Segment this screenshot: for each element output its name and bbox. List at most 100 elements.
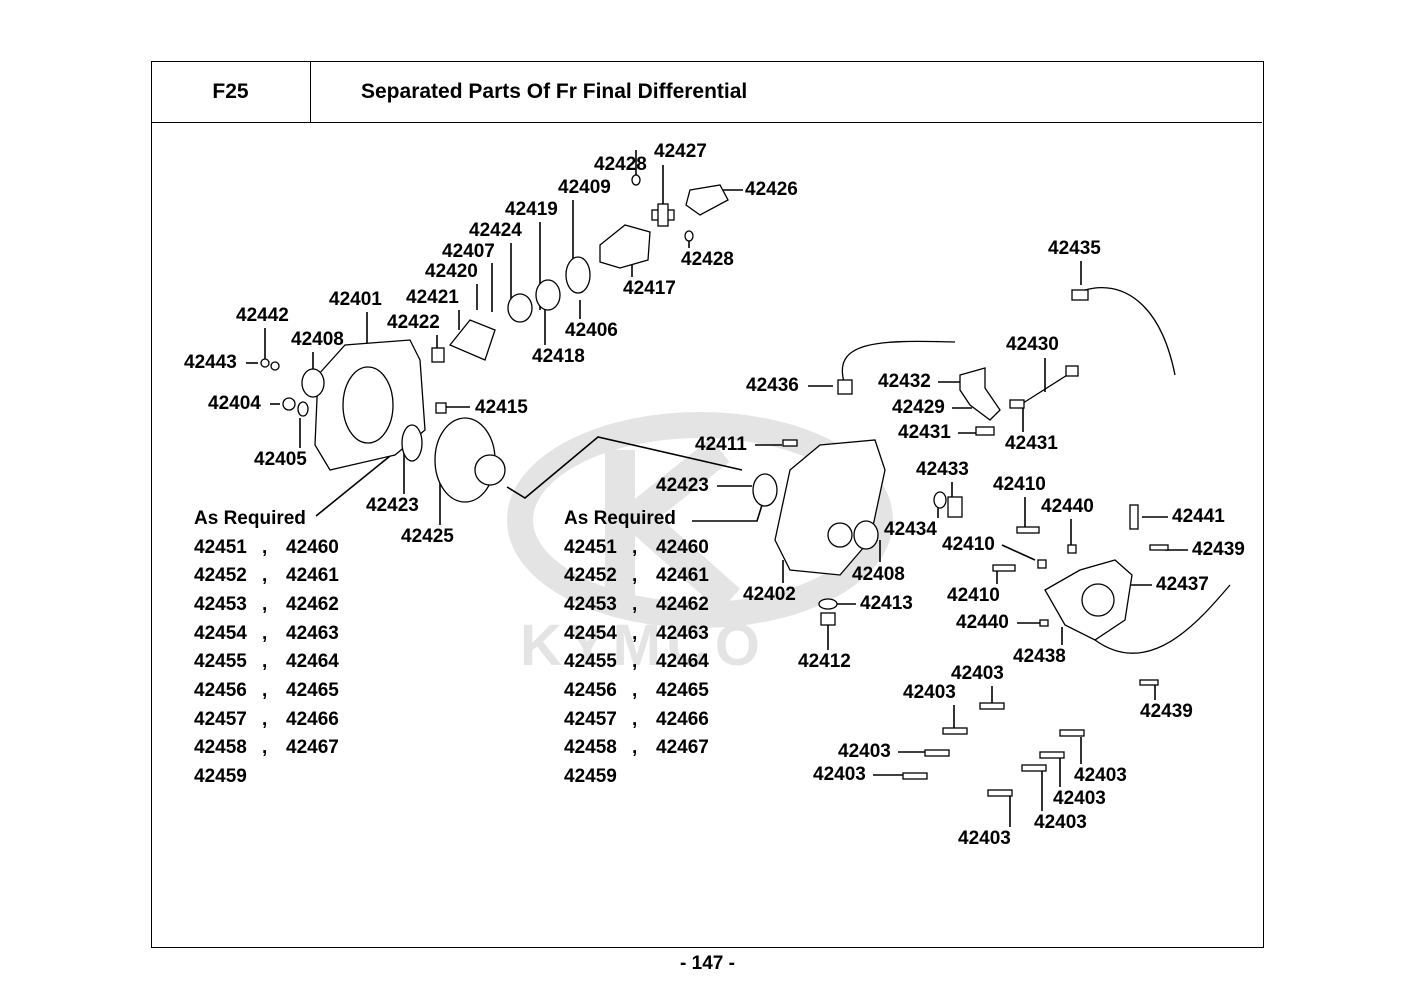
plug-part bbox=[818, 598, 838, 626]
part-callout: 42438 bbox=[1013, 646, 1066, 667]
separator: , bbox=[262, 594, 268, 615]
part-callout: 42431 bbox=[898, 422, 951, 443]
part-callout: 42417 bbox=[623, 278, 676, 299]
dowel-pin-part bbox=[435, 402, 447, 414]
part-number: 42460 bbox=[656, 537, 709, 558]
separator: , bbox=[632, 594, 638, 615]
part-callout: 42404 bbox=[208, 393, 261, 414]
part-callout: 42422 bbox=[387, 312, 440, 333]
part-number: 42467 bbox=[286, 737, 339, 758]
part-callout: 42429 bbox=[892, 397, 945, 418]
parts-drawings bbox=[260, 174, 1231, 797]
separator: , bbox=[262, 709, 268, 730]
part-number: 42454 bbox=[194, 623, 247, 644]
part-callout: 42403 bbox=[838, 741, 891, 762]
universal-joint-part bbox=[651, 203, 675, 227]
part-callout: 42419 bbox=[505, 199, 558, 220]
part-callout: 42439 bbox=[1140, 701, 1193, 722]
part-number: 42451 bbox=[194, 537, 247, 558]
bolts-part bbox=[631, 174, 1169, 797]
separator: , bbox=[632, 680, 638, 701]
part-callout: 42405 bbox=[254, 449, 307, 470]
part-callout: 42427 bbox=[654, 141, 707, 162]
part-callout: 42403 bbox=[903, 682, 956, 703]
separator: , bbox=[632, 565, 638, 586]
differential-part bbox=[401, 417, 506, 503]
separator: , bbox=[632, 651, 638, 672]
part-number: 42455 bbox=[564, 651, 617, 672]
part-callout: 42403 bbox=[1053, 788, 1106, 809]
part-callout: 42432 bbox=[878, 371, 931, 392]
part-callout: 42421 bbox=[406, 287, 459, 308]
separator: , bbox=[262, 737, 268, 758]
part-number: 42455 bbox=[194, 651, 247, 672]
part-number: 42462 bbox=[656, 594, 709, 615]
part-callout: 42406 bbox=[565, 320, 618, 341]
part-number: 42459 bbox=[194, 766, 247, 787]
part-callout: 42436 bbox=[746, 375, 799, 396]
part-number: 42461 bbox=[286, 565, 339, 586]
part-callout: 42440 bbox=[1041, 496, 1094, 517]
separator: , bbox=[262, 623, 268, 644]
as-required-label-right: As Required bbox=[564, 508, 676, 529]
part-callout: 42428 bbox=[594, 154, 647, 175]
part-callout: 42420 bbox=[425, 261, 478, 282]
part-number: 42453 bbox=[194, 594, 247, 615]
part-number: 42466 bbox=[286, 709, 339, 730]
part-number: 42458 bbox=[564, 737, 617, 758]
part-number: 42452 bbox=[564, 565, 617, 586]
separator: , bbox=[262, 651, 268, 672]
part-number: 42461 bbox=[656, 565, 709, 586]
separator: , bbox=[262, 537, 268, 558]
header-divider bbox=[310, 61, 311, 122]
part-callout: 42425 bbox=[401, 526, 454, 547]
part-callout: 42440 bbox=[956, 612, 1009, 633]
part-callout: 42407 bbox=[442, 241, 495, 262]
part-callout: 42439 bbox=[1192, 539, 1245, 560]
part-callout: 42408 bbox=[852, 564, 905, 585]
drive-pinion-part bbox=[431, 319, 496, 363]
part-callout: 42408 bbox=[291, 329, 344, 350]
drain-plug-part bbox=[282, 397, 309, 417]
as-required-label-left: As Required bbox=[194, 508, 306, 529]
part-number: 42460 bbox=[286, 537, 339, 558]
yoke-part bbox=[685, 184, 729, 216]
part-callout: 42443 bbox=[184, 352, 237, 373]
breather-part bbox=[933, 491, 963, 518]
part-callout: 42410 bbox=[947, 585, 1000, 606]
part-callout: 42402 bbox=[743, 584, 796, 605]
part-number: 42456 bbox=[564, 680, 617, 701]
page-title: Separated Parts Of Fr Final Differential bbox=[361, 80, 748, 103]
part-number: 42463 bbox=[656, 623, 709, 644]
part-number: 42456 bbox=[194, 680, 247, 701]
part-number: 42458 bbox=[194, 737, 247, 758]
part-number: 42467 bbox=[656, 737, 709, 758]
part-callout: 42411 bbox=[695, 434, 747, 455]
bearing-right-part bbox=[752, 473, 778, 507]
gear-case-part bbox=[314, 339, 426, 471]
part-number: 42466 bbox=[656, 709, 709, 730]
part-callout: 42403 bbox=[1034, 812, 1087, 833]
kymco-watermark-logo: KYMCO bbox=[507, 412, 893, 678]
part-callout: 42410 bbox=[993, 474, 1046, 495]
part-callout: 42424 bbox=[469, 220, 522, 241]
part-callout: 42433 bbox=[916, 459, 969, 480]
shift-rod-part bbox=[1019, 365, 1079, 406]
part-callout: 42413 bbox=[860, 593, 913, 614]
part-callout: 42423 bbox=[656, 475, 709, 496]
separator: , bbox=[262, 565, 268, 586]
part-number: 42463 bbox=[286, 623, 339, 644]
oil-seal-part bbox=[565, 256, 591, 294]
part-callout: 42430 bbox=[1006, 334, 1059, 355]
page-number: - 147 - bbox=[680, 953, 735, 974]
spring-part bbox=[975, 399, 1025, 436]
part-callout: 42409 bbox=[558, 177, 611, 198]
actuator-part bbox=[1044, 559, 1231, 654]
part-callout: 42401 bbox=[329, 289, 382, 310]
bolt-small-part bbox=[260, 358, 280, 371]
part-callout: 42434 bbox=[884, 519, 937, 540]
part-callout: 42431 bbox=[1005, 433, 1058, 454]
part-number: 42457 bbox=[564, 709, 617, 730]
part-number: 42462 bbox=[286, 594, 339, 615]
